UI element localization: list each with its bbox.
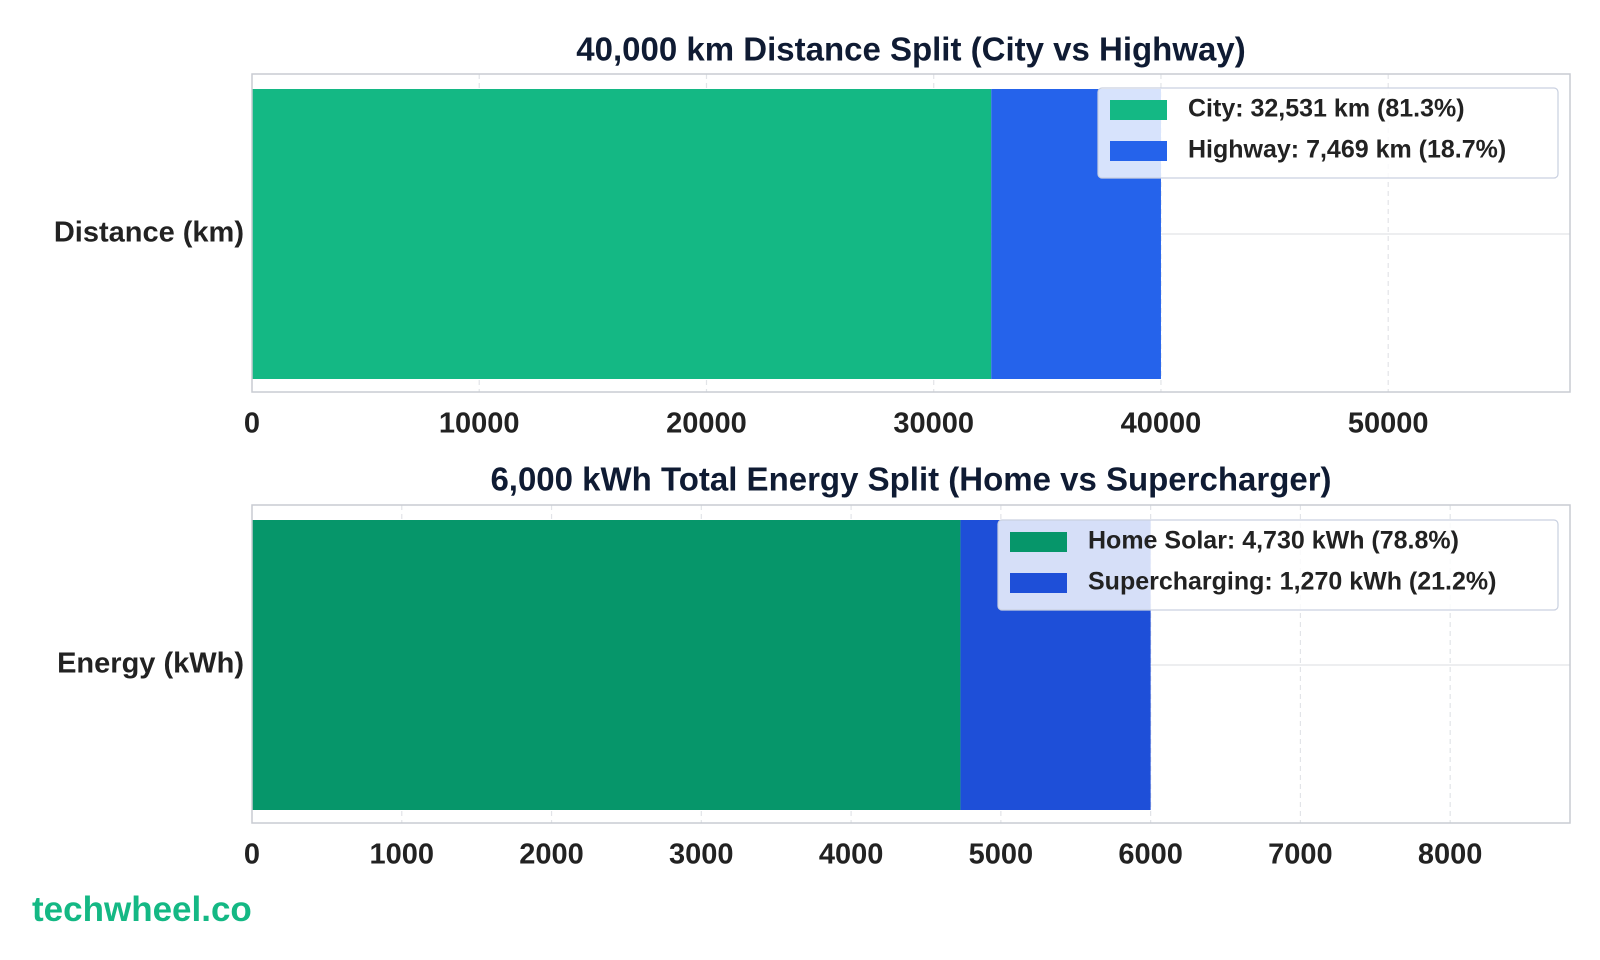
x-tick-label: 4000 xyxy=(819,839,884,871)
chart-title: 40,000 km Distance Split (City vs Highwa… xyxy=(576,31,1245,68)
x-tick-label: 7000 xyxy=(1268,839,1333,871)
category-label: Energy (kWh) xyxy=(57,648,244,680)
legend-box xyxy=(997,519,1559,611)
x-tick-label: 8000 xyxy=(1418,839,1483,871)
x-tick-label: 6000 xyxy=(1118,839,1183,871)
x-tick-label: 40000 xyxy=(1121,408,1202,440)
legend: Home Solar: 4,730 kWh (78.8%) Superchargi… xyxy=(997,519,1559,611)
x-tick-label: 0 xyxy=(244,839,260,871)
x-tick-label: 50000 xyxy=(1348,408,1429,440)
legend-entry-1: Home Solar: 4,730 kWh (78.8%) xyxy=(1088,527,1459,555)
x-tick-label: 20000 xyxy=(666,408,747,440)
chart-panel-2: 6,000 kWh Total Energy Split (Home vs Su… xyxy=(57,461,1571,871)
axes-frame xyxy=(251,73,1571,393)
category-label: Distance (km) xyxy=(54,217,244,249)
legend-swatch-1 xyxy=(1010,532,1067,552)
legend-entry-2: Highway: 7,469 km (18.7%) xyxy=(1188,136,1506,164)
x-tick-label: 10000 xyxy=(439,408,520,440)
legend-entry-1: City: 32,531 km (81.3%) xyxy=(1188,95,1465,123)
x-tick-label: 30000 xyxy=(893,408,974,440)
legend-swatch-1 xyxy=(1110,100,1167,120)
bar-segment-1 xyxy=(252,89,992,379)
x-tick-label: 5000 xyxy=(969,839,1034,871)
x-tick-label: 0 xyxy=(244,408,260,440)
legend: City: 32,531 km (81.3%) Highway: 7,469 km… xyxy=(1097,87,1559,179)
legend-box xyxy=(1097,87,1559,179)
x-tick-label: 3000 xyxy=(669,839,734,871)
bar-segment-1 xyxy=(252,520,961,810)
x-tick-label: 1000 xyxy=(370,839,435,871)
legend-swatch-2 xyxy=(1010,573,1067,593)
chart-title: 6,000 kWh Total Energy Split (Home vs Su… xyxy=(490,461,1331,498)
chart-panel-1: 40,000 km Distance Split (City vs Highwa… xyxy=(54,31,1571,440)
x-tick-label: 2000 xyxy=(519,839,584,871)
legend-entry-2: Supercharging: 1,270 kWh (21.2%) xyxy=(1088,568,1496,596)
watermark-brand: techwheel.co xyxy=(32,890,252,929)
axes-frame xyxy=(251,504,1571,824)
legend-swatch-2 xyxy=(1110,141,1167,161)
